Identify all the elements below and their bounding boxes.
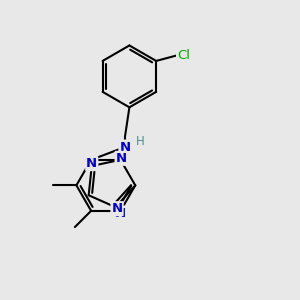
Text: N: N [112, 202, 123, 215]
Text: N: N [115, 207, 126, 220]
Text: N: N [116, 152, 127, 165]
Text: H: H [136, 135, 145, 148]
Text: N: N [86, 157, 97, 170]
Text: Cl: Cl [177, 49, 190, 62]
Text: N: N [119, 141, 130, 154]
